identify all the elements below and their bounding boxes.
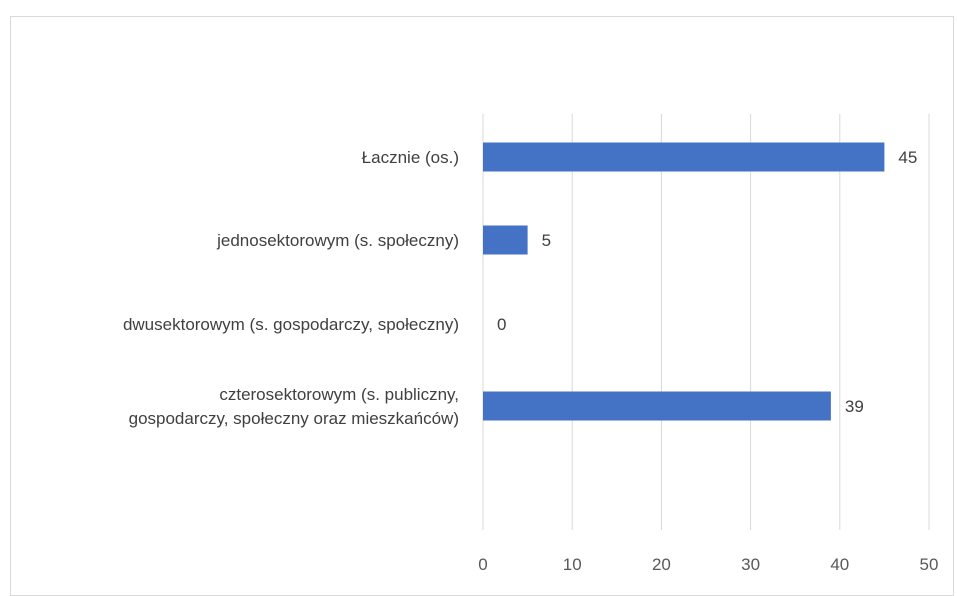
bar (483, 391, 831, 421)
category-label-line: gospodarczy, społeczny oraz mieszkańców) (129, 409, 459, 428)
category-label-line: dwusektorowym (s. gospodarczy, społeczny… (123, 315, 459, 334)
x-tick-label: 50 (920, 555, 939, 574)
x-tick-label: 30 (741, 555, 760, 574)
category-label-line: jednosektorowym (s. społeczny) (216, 231, 459, 250)
bar (483, 225, 528, 255)
data-label: 39 (845, 397, 864, 416)
category-label: Łacznie (os.) (362, 148, 459, 167)
x-tick-label: 40 (830, 555, 849, 574)
chart-frame (10, 16, 954, 596)
x-tick-label: 20 (652, 555, 671, 574)
category-label-line: Łacznie (os.) (362, 148, 459, 167)
bar-chart: 0 10 20 30 40 50 45 Łacznie (os.) 5 jednosektorow… (123, 114, 939, 574)
bar (483, 142, 885, 172)
category-label-line: czterosektorowym (s. publiczny, (219, 385, 459, 404)
data-label: 5 (542, 231, 551, 250)
x-tick-label: 10 (563, 555, 582, 574)
x-tick-label: 0 (478, 555, 487, 574)
data-label: 0 (497, 315, 506, 334)
category-label: czterosektorowym (s. publiczny, gospodarc… (129, 385, 459, 428)
category-label: jednosektorowym (s. społeczny) (216, 231, 459, 250)
category-label: dwusektorowym (s. gospodarczy, społeczny… (123, 315, 459, 334)
data-label: 45 (898, 148, 917, 167)
